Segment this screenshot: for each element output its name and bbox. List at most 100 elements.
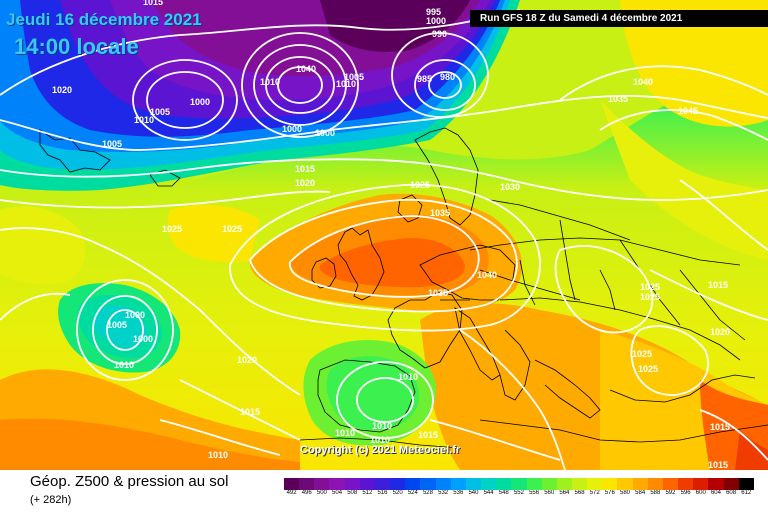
scale-swatch <box>496 478 512 490</box>
scale-swatch <box>390 478 406 490</box>
scale-swatch <box>617 478 633 490</box>
scale-value-label: 520 <box>392 490 403 496</box>
scale-value-label: 584 <box>635 490 646 496</box>
scale-value-label: 516 <box>377 490 388 496</box>
scale-value-label: 560 <box>544 490 555 496</box>
scale-swatch <box>374 478 391 490</box>
scale-value-label: 548 <box>498 490 509 496</box>
isobar-label: 1015 <box>240 407 260 417</box>
scale-value-label: 512 <box>362 490 373 496</box>
color-scale-labels: 492 496 500 504 508 512 516 520 524 528 532 536 540 5… <box>284 490 754 500</box>
scale-swatch <box>647 478 663 490</box>
weather-map: 1015 995 1000 990 1020 1010 1005 1000 10… <box>0 0 768 470</box>
scale-value-label: 508 <box>347 490 358 496</box>
scale-value-label: 572 <box>589 490 600 496</box>
scale-swatch <box>632 478 648 490</box>
isobar-label: 1035 <box>428 288 448 298</box>
scale-value-label: 576 <box>604 490 615 496</box>
isobar-labels: 1015 995 1000 990 1020 1010 1005 1000 10… <box>52 0 730 470</box>
isobar-label: 1035 <box>608 94 628 104</box>
geopotential-shading <box>0 0 768 470</box>
isobar-label: 1040 <box>477 270 497 280</box>
isobar-label: 1005 <box>107 320 127 330</box>
scale-swatch <box>556 478 572 490</box>
isobar-label: 1025 <box>640 282 660 292</box>
isobar-label: 1010 <box>335 428 355 438</box>
scale-swatch <box>602 478 618 490</box>
isobar-label: 1015 <box>418 430 438 440</box>
scale-swatch <box>299 478 315 490</box>
scale-swatch <box>678 478 694 490</box>
isobar-label: 1025 <box>162 224 182 234</box>
isobar-label: 1025 <box>410 180 430 190</box>
scale-value-label: 544 <box>483 490 494 496</box>
map-footer: Géop. Z500 & pression au sol (+ 282h) 49… <box>0 470 768 512</box>
scale-swatch <box>526 478 542 490</box>
scale-value-label: 556 <box>529 490 540 496</box>
scale-value-label: 608 <box>726 490 737 496</box>
isobar-label: 1000 <box>315 128 335 138</box>
scale-swatch <box>541 478 557 490</box>
isobar-label: 1025 <box>632 349 652 359</box>
scale-value-label: 536 <box>453 490 464 496</box>
isobar-label: 1045 <box>678 106 698 116</box>
isobar-label: 1010 <box>336 79 356 89</box>
map-canvas: 1015 995 1000 990 1020 1010 1005 1000 10… <box>0 0 768 470</box>
isobar-label: 1000 <box>282 124 302 134</box>
scale-swatch <box>481 478 497 490</box>
scale-value-label: 596 <box>680 490 691 496</box>
isobar-label: 1015 <box>708 280 728 290</box>
color-scale-bar <box>284 478 754 490</box>
scale-value-label: 564 <box>559 490 570 496</box>
scale-value-label: 524 <box>407 490 418 496</box>
coastlines-and-borders <box>39 127 768 449</box>
isobar-label: 1000 <box>190 97 210 107</box>
forecast-time: 14:00 locale <box>14 34 139 59</box>
scale-swatch <box>587 478 603 490</box>
scale-swatch <box>284 478 300 490</box>
isobar-label: 1010 <box>134 115 154 125</box>
run-info-badge: Run GFS 18 Z du Samedi 4 décembre 2021 <box>470 10 768 27</box>
scale-swatch <box>465 478 482 490</box>
copyright-notice: Copyright (c) 2021 Meteociel.fr <box>300 444 461 456</box>
isobar-label: 1020 <box>237 355 257 365</box>
isobar-label: 990 <box>432 29 447 39</box>
isobar-label: 1040 <box>633 77 653 87</box>
isobar-label: 1025 <box>640 292 660 302</box>
isobars <box>0 9 768 470</box>
scale-value-label: 592 <box>665 490 676 496</box>
isobar-label: 1040 <box>296 64 316 74</box>
isobar-label: 995 <box>426 7 441 17</box>
isobar-label: 980 <box>440 72 455 82</box>
isobar-label: 1000 <box>125 310 145 320</box>
isobar-label: 1015 <box>295 164 315 174</box>
scale-value-label: 568 <box>574 490 585 496</box>
scale-value-label: 588 <box>650 490 661 496</box>
scale-swatch <box>329 478 345 490</box>
scale-swatch <box>450 478 466 490</box>
isobar-label: 1020 <box>295 178 315 188</box>
scale-swatch <box>511 478 527 490</box>
scale-value-label: 540 <box>468 490 479 496</box>
scale-swatch <box>738 478 754 490</box>
scale-swatch <box>435 478 451 490</box>
isobar-label: 1015 <box>143 0 163 7</box>
isobar-label: 1000 <box>426 16 446 26</box>
scale-value-label: 612 <box>741 490 752 496</box>
isobar-label: 1010 <box>114 360 134 370</box>
scale-swatch <box>662 478 679 490</box>
scale-swatch <box>314 478 330 490</box>
isobar-label: 1020 <box>52 85 72 95</box>
isobar-label: 1010 <box>370 435 390 445</box>
isobar-label: 1025 <box>638 364 658 374</box>
isobar-label: 1005 <box>150 107 170 117</box>
scale-swatch <box>693 478 709 490</box>
isobar-label: 1005 <box>344 72 364 82</box>
scale-value-label: 580 <box>620 490 631 496</box>
isobar-label: 985 <box>417 74 432 84</box>
isobar-label: 1030 <box>500 182 520 192</box>
scale-swatch <box>723 478 739 490</box>
isobar-label: 1000 <box>133 334 153 344</box>
scale-swatch <box>571 478 588 490</box>
forecast-date: Jeudi 16 décembre 2021 <box>6 10 202 29</box>
